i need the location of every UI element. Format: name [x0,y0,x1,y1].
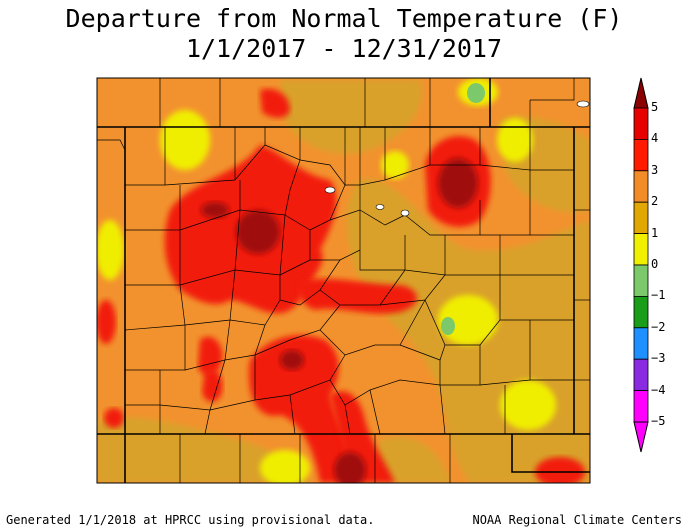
lake [400,209,410,217]
legend-swatch [633,295,649,329]
legend-label: −4 [651,382,666,397]
legend-swatch [633,107,649,140]
region-red-ctr [298,278,417,314]
legend-label: −3 [651,351,666,366]
legend-swatch [633,201,649,234]
region-darkred-w [201,202,229,218]
legend-arrow-bottom [633,421,649,453]
legend-label: 5 [651,100,659,114]
state-boundaries [97,78,590,483]
region-yellow-w [97,220,124,280]
region-darkred-south [280,350,304,370]
map-frame [96,77,591,484]
region-yellow-east [438,295,498,345]
legend-swatch [633,138,649,172]
region-red-se-corner [535,457,585,483]
map-title: Departure from Normal Temperature (F) [65,4,623,33]
region-darkred-nw [236,210,280,254]
region-green-top [467,83,485,103]
generated-note: Generated 1/1/2018 at HPRCC using provis… [6,513,375,527]
legend-label: −5 [651,414,666,428]
region-darkred-bottom [334,452,366,483]
lake [375,204,385,210]
legend-label: −1 [651,288,666,303]
region-red-top [260,88,290,118]
legend-swatch [633,327,649,360]
lake [324,186,336,194]
legend-label: 0 [651,257,659,271]
map-date-range: 1/1/2017 - 12/31/2017 [185,34,503,63]
legend-swatch [633,390,649,423]
lake [576,100,590,108]
legend-label: 4 [651,131,659,146]
legend-swatch [633,358,649,392]
region-darkred-ne [438,158,478,208]
region-red-sw [202,368,223,402]
region-yellow-ne [497,118,533,162]
county-boundaries [97,78,590,483]
region-red-far-sw [104,408,124,428]
legend-swatch [633,233,649,266]
legend-swatch [633,170,649,203]
credit-note: NOAA Regional Climate Centers [472,513,682,527]
region-yellow-nw [160,110,210,170]
region-gold-south [370,436,450,483]
legend-label: −2 [651,319,666,334]
legend-label: 1 [651,225,659,240]
region-yellow-se [500,380,556,430]
region-gold-north [280,80,422,154]
legend-arrow-top [633,77,649,109]
region-red-far-w [97,300,116,344]
region-yellow-ctr [381,151,409,179]
legend-label: 2 [651,194,659,209]
legend-swatch [633,264,649,297]
region-green-east [441,317,455,335]
legend-label: 3 [651,162,659,177]
region-red-south [249,335,355,483]
region-yellow-sw [260,450,310,483]
